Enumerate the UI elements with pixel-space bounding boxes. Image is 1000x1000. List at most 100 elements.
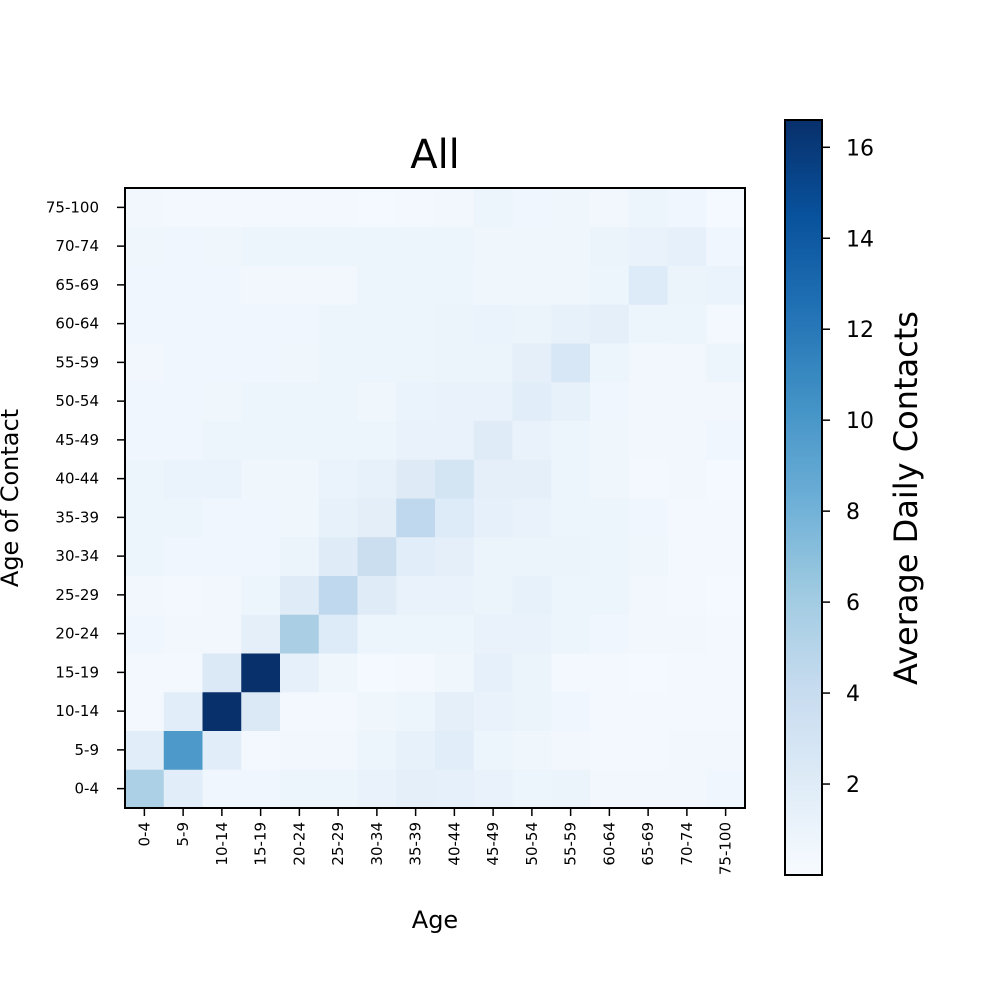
heatmap-cell (435, 730, 475, 770)
heatmap-cell (318, 381, 358, 421)
heatmap-cell (163, 226, 203, 266)
heatmap-cell (202, 459, 242, 499)
heatmap-cell (628, 653, 668, 693)
heatmap-cell (202, 730, 242, 770)
heatmap-cell (357, 459, 397, 499)
heatmap-cell (318, 614, 358, 654)
heatmap-cell (241, 304, 281, 344)
heatmap-cell (473, 304, 513, 344)
heatmap-cell (551, 498, 591, 538)
heatmap-cell (706, 226, 746, 266)
heatmap-cell (667, 265, 707, 305)
heatmap-cell (318, 343, 358, 383)
x-axis-ticks: 0-4 5-9 10-14 15-19 20-24 25-29 30-34 35-39 40-4… (135, 808, 735, 875)
heatmap-cell (551, 304, 591, 344)
x-tick-label: 15-19 (252, 822, 270, 866)
heatmap-cell (706, 420, 746, 460)
heatmap-cell (667, 381, 707, 421)
heatmap-cell (512, 769, 552, 809)
heatmap-cell (435, 575, 475, 615)
heatmap-cell (241, 614, 281, 654)
x-tick-label: 0-4 (135, 822, 153, 847)
heatmap-cell (706, 459, 746, 499)
heatmap-cell (512, 459, 552, 499)
heatmap-cell (590, 343, 630, 383)
heatmap-cell (241, 265, 281, 305)
heatmap-cell (280, 420, 320, 460)
heatmap-cell (241, 459, 281, 499)
heatmap-cell (280, 304, 320, 344)
heatmap-cell (163, 769, 203, 809)
heatmap-cell (241, 691, 281, 731)
y-tick-label: 25-29 (55, 586, 99, 604)
heatmap-cell (590, 730, 630, 770)
heatmap-cell (551, 769, 591, 809)
heatmap-cell (318, 188, 358, 228)
x-tick-label: 45-49 (484, 822, 502, 866)
heatmap-cell (435, 304, 475, 344)
heatmap-cell (241, 188, 281, 228)
heatmap-cell (667, 575, 707, 615)
heatmap-cell (473, 265, 513, 305)
heatmap-cell (435, 420, 475, 460)
heatmap-cell (163, 304, 203, 344)
heatmap-cell (590, 265, 630, 305)
heatmap-cell (125, 575, 165, 615)
heatmap-cell (357, 304, 397, 344)
heatmap-cell (435, 188, 475, 228)
heatmap-cell (125, 343, 165, 383)
heatmap-cell (590, 381, 630, 421)
heatmap-cell (473, 381, 513, 421)
heatmap-cell (551, 381, 591, 421)
heatmap-cell (551, 188, 591, 228)
heatmap-cell (163, 498, 203, 538)
heatmap-cell (435, 459, 475, 499)
heatmap-cell (512, 691, 552, 731)
heatmap-cell (473, 343, 513, 383)
heatmap-cell (241, 536, 281, 576)
colorbar-tick-label: 2 (846, 773, 860, 798)
heatmap-cell (473, 226, 513, 266)
heatmap-cell (512, 614, 552, 654)
heatmap-cell (590, 498, 630, 538)
heatmap-cell (241, 498, 281, 538)
y-tick-label: 30-34 (55, 547, 99, 565)
heatmap-cell (163, 691, 203, 731)
heatmap-cell (280, 575, 320, 615)
x-tick-label: 40-44 (445, 822, 463, 866)
y-tick-label: 5-9 (75, 741, 100, 759)
heatmap-cell (590, 769, 630, 809)
heatmap-cell (512, 575, 552, 615)
x-tick-label: 70-74 (678, 822, 696, 866)
heatmap-cell (125, 498, 165, 538)
heatmap-cell (473, 730, 513, 770)
x-tick-label: 10-14 (213, 822, 231, 866)
y-tick-label: 40-44 (55, 470, 99, 488)
heatmap-cell (396, 730, 436, 770)
heatmap-cell (628, 614, 668, 654)
heatmap-cell (667, 614, 707, 654)
y-tick-label: 0-4 (75, 780, 100, 798)
heatmap-cell (435, 769, 475, 809)
heatmap-cell (318, 459, 358, 499)
heatmap-cell (396, 226, 436, 266)
heatmap-cell (512, 226, 552, 266)
heatmap-cell (241, 653, 281, 693)
y-tick-label: 10-14 (55, 702, 99, 720)
heatmap-cell (473, 575, 513, 615)
heatmap-cell (628, 188, 668, 228)
y-tick-label: 15-19 (55, 663, 99, 681)
heatmap-cell (125, 536, 165, 576)
heatmap-cell (357, 343, 397, 383)
heatmap-cell (163, 265, 203, 305)
heatmap-cell (551, 226, 591, 266)
heatmap-cell (241, 769, 281, 809)
heatmap-cell (628, 304, 668, 344)
heatmap-cell (590, 459, 630, 499)
heatmap-cell (551, 575, 591, 615)
heatmap-cell (512, 265, 552, 305)
heatmap-cell (473, 614, 513, 654)
y-axis-label: Age of Contact (0, 409, 24, 587)
heatmap-cell (280, 536, 320, 576)
heatmap-cell (473, 188, 513, 228)
